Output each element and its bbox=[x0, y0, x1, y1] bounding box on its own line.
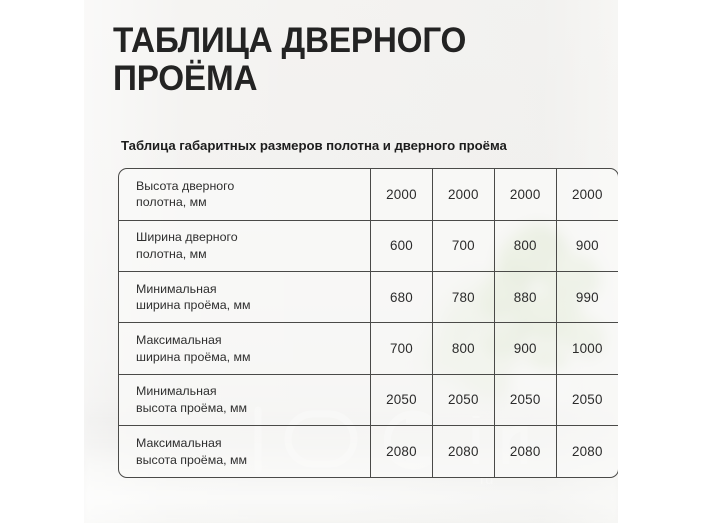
table-cell: 2050 bbox=[493, 373, 557, 426]
row-label-line1: Максимальная bbox=[136, 333, 222, 348]
row-label: Минимальная высота проёма, мм bbox=[119, 373, 371, 426]
row-label-line1: Максимальная bbox=[136, 435, 222, 450]
table-row: Минимальная высота проёма, мм 2050 2050 … bbox=[119, 373, 618, 426]
row-label-line2: ширина проёма, мм bbox=[136, 349, 251, 364]
table-cell: 700 bbox=[370, 322, 433, 375]
dimensions-table: Высота дверного полотна, мм 2000 2000 20… bbox=[119, 169, 618, 477]
row-label: Высота дверного полотна, мм bbox=[119, 169, 371, 220]
row-label-line2: ширина проёма, мм bbox=[136, 298, 251, 313]
table-cell: 2080 bbox=[370, 425, 433, 477]
table-row: Максимальная ширина проёма, мм 700 800 9… bbox=[119, 322, 618, 375]
row-label-line1: Высота дверного bbox=[136, 178, 235, 193]
table-cell: 2000 bbox=[431, 169, 495, 221]
table-cell: 2080 bbox=[555, 425, 618, 477]
row-label-line1: Минимальная bbox=[136, 384, 217, 399]
table-cell: 900 bbox=[493, 322, 557, 375]
page-title: ТАБЛИЦА ДВЕРНОГО ПРОЁМА bbox=[113, 21, 467, 98]
table-cell: 2000 bbox=[493, 169, 557, 221]
table-row: Минимальная ширина проёма, мм 680 780 88… bbox=[119, 271, 618, 323]
table-cell: 2080 bbox=[493, 425, 557, 477]
table-cell: 2050 bbox=[431, 373, 495, 426]
table-cell: 2050 bbox=[555, 373, 618, 426]
row-label: Минимальная ширина проёма, мм bbox=[119, 271, 371, 323]
table-row: Максимальная высота проёма, мм 2080 2080… bbox=[119, 425, 618, 477]
row-label-line2: полотна, мм bbox=[136, 195, 207, 210]
table-caption: Таблица габаритных размеров полотна и дв… bbox=[121, 138, 507, 153]
table-cell: 800 bbox=[493, 219, 557, 272]
table-cell: 2080 bbox=[431, 425, 495, 477]
table-cell: 700 bbox=[431, 219, 495, 272]
table-row: Высота дверного полотна, мм 2000 2000 20… bbox=[119, 169, 618, 221]
table-cell: 2050 bbox=[370, 373, 433, 426]
table-cell: 600 bbox=[370, 219, 433, 272]
table-row: Ширина дверного полотна, мм 600 700 800 … bbox=[119, 219, 618, 272]
row-label: Максимальная высота проёма, мм bbox=[119, 425, 371, 477]
row-label-line2: высота проёма, мм bbox=[136, 400, 248, 415]
table-cell: 680 bbox=[370, 271, 433, 323]
table-cell: 990 bbox=[555, 271, 618, 323]
table-cell: 800 bbox=[431, 322, 495, 375]
table-cell: 780 bbox=[431, 271, 495, 323]
table-cell: 1000 bbox=[555, 322, 618, 375]
dimensions-table-container: Высота дверного полотна, мм 2000 2000 20… bbox=[118, 168, 619, 478]
row-label-line2: высота проёма, мм bbox=[136, 452, 248, 467]
page-margin-left bbox=[0, 0, 84, 523]
table-cell: 2000 bbox=[370, 169, 433, 221]
row-label-line1: Ширина дверного bbox=[136, 230, 238, 245]
row-label-line2: полотна, мм bbox=[136, 246, 207, 261]
page-margin-right bbox=[618, 0, 702, 523]
row-label: Ширина дверного полотна, мм bbox=[119, 219, 371, 272]
content-layer: ТАБЛИЦА ДВЕРНОГО ПРОЁМА Таблица габаритн… bbox=[84, 0, 619, 523]
table-cell: 900 bbox=[555, 219, 618, 272]
row-label-line1: Минимальная bbox=[136, 281, 217, 296]
table-cell: 2000 bbox=[555, 169, 618, 221]
table-cell: 880 bbox=[493, 271, 557, 323]
row-label: Максимальная ширина проёма, мм bbox=[119, 322, 371, 375]
